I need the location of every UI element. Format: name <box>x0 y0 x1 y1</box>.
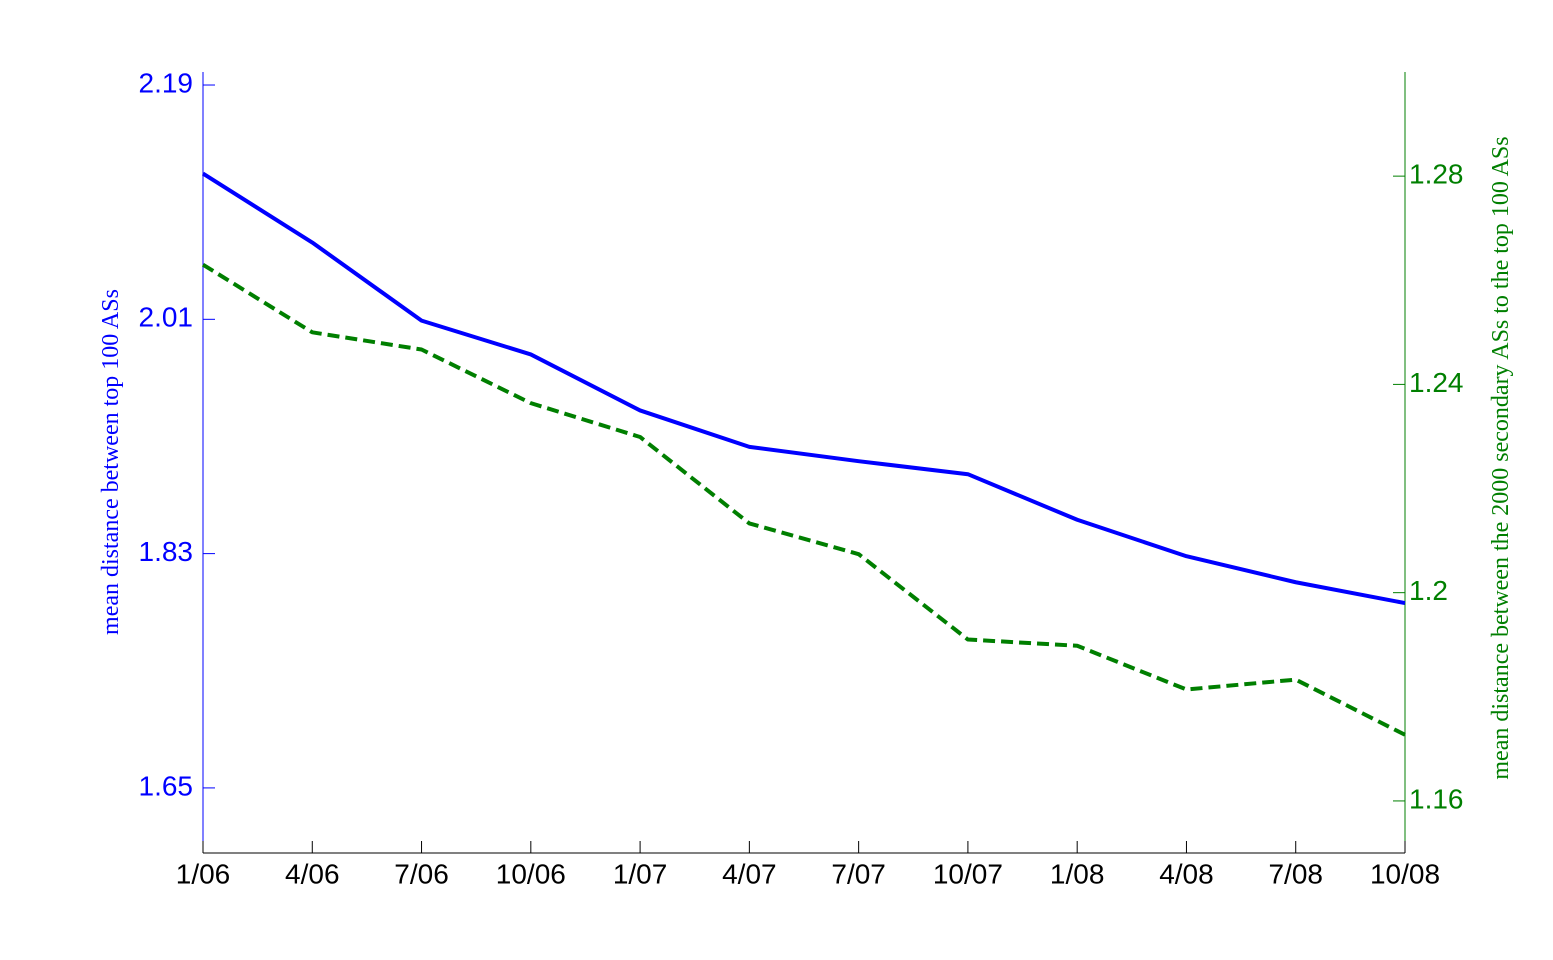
x-tick-label: 4/07 <box>722 858 777 889</box>
y2-tick-label: 1.28 <box>1409 159 1464 190</box>
series-line <box>201 262 1406 737</box>
x-tick-label: 7/08 <box>1268 858 1323 889</box>
y-tick-label: 1.83 <box>139 536 194 567</box>
x-tick-label: 1/07 <box>613 858 668 889</box>
y-tick-label: 2.01 <box>139 302 194 333</box>
y2-axis-label: mean distance between the 2000 secondary… <box>1488 136 1514 779</box>
x-tick-label: 10/06 <box>496 858 566 889</box>
x-tick-label: 1/08 <box>1050 858 1105 889</box>
y-tick-label: 2.19 <box>139 67 194 98</box>
x-tick-label: 10/07 <box>933 858 1003 889</box>
x-tick-label: 4/06 <box>285 858 340 889</box>
y2-tick-label: 1.16 <box>1409 783 1464 814</box>
series-line <box>201 171 1406 606</box>
x-tick-label: 7/07 <box>831 858 886 889</box>
x-tick-label: 4/08 <box>1159 858 1214 889</box>
x-tick-label: 1/06 <box>176 858 231 889</box>
y2-tick-label: 1.2 <box>1409 575 1448 606</box>
x-tick-label: 7/06 <box>394 858 449 889</box>
y-axis-label: mean distance between top 100 ASs <box>98 289 124 635</box>
x-tick-label: 10/08 <box>1370 858 1440 889</box>
y2-tick-label: 1.24 <box>1409 367 1464 398</box>
y-tick-label: 1.65 <box>139 770 194 801</box>
